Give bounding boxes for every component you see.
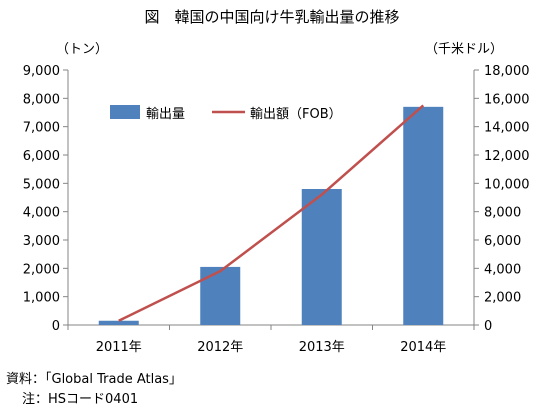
y-tick-label-right: 10,000 [484,177,530,192]
line-export-value [118,104,425,322]
y-tick-label-left: 6,000 [23,149,60,164]
x-tick-label: 2012年 [197,340,243,355]
y-tick-label-left: 8,000 [23,92,60,107]
x-tick-label: 2014年 [400,340,446,355]
bar-export-volume [200,266,241,325]
chart-area: 図 韓国の中国向け牛乳輸出量の推移 （トン） （千米ドル） 0 1,000 2,000 3,… [23,8,530,355]
y-tick-label-right: 18,000 [484,64,530,79]
chart-title: 図 韓国の中国向け牛乳輸出量の推移 [144,8,399,26]
x-tick-label: 2013年 [299,340,345,355]
y-tick-label-right: 8,000 [484,206,521,221]
footnote: 注：HSコード0401 [22,392,139,407]
y-tick-label-left: 0 [52,319,60,334]
y-tick-label-right: 4,000 [484,262,521,277]
legend-swatch-volume [110,105,140,119]
y-tick-label-left: 2,000 [23,262,60,277]
bar-line-chart: 図 韓国の中国向け牛乳輸出量の推移 （トン） （千米ドル） 0 1,000 2,000 3,… [23,8,530,355]
legend-label-volume: 輸出量 [146,107,185,122]
y-tick-label-right: 14,000 [484,121,530,136]
y-tick-label-left: 1,000 [23,291,60,306]
source-note: 資料：「Global Trade Atlas」 [6,372,182,387]
y-tick-label-left: 7,000 [23,121,60,136]
y-tick-label-right: 6,000 [484,234,521,249]
bar-export-volume [403,106,444,325]
legend-label-value: 輸出額（FOB） [250,107,342,122]
y-axis-left-label: （トン） [56,42,108,57]
y-tick-label-right: 0 [484,319,492,334]
x-tick-label: 2011年 [96,340,142,355]
y-tick-label-right: 16,000 [484,92,530,107]
y-tick-label-left: 4,000 [23,206,60,221]
y-tick-label-right: 2,000 [484,291,521,306]
y-tick-label-left: 5,000 [23,177,60,192]
bar-export-volume [98,320,139,325]
y-tick-label-left: 3,000 [23,234,60,249]
y-axis-right-label: （千米ドル） [425,42,503,57]
bar-export-volume [301,189,342,325]
y-tick-label-right: 12,000 [484,149,530,164]
y-tick-label-left: 9,000 [23,64,60,79]
